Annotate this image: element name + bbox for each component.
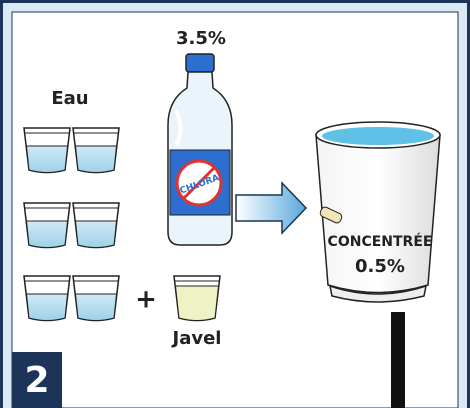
bottle: [167, 53, 233, 246]
bleach-cup: [173, 275, 221, 322]
bucket-percent: 0.5%: [355, 256, 405, 277]
step-badge: [12, 352, 62, 408]
plus-sign: +: [135, 285, 157, 315]
water-label: Eau: [51, 88, 88, 109]
bucket-label: CONCENTRÉE: [328, 233, 433, 250]
bucket: [315, 121, 441, 303]
step-number: 2: [24, 360, 49, 401]
pole: [391, 312, 405, 408]
bleach-label: Javel: [171, 328, 222, 349]
bottle-percent: 3.5%: [176, 28, 226, 49]
arrow: [235, 181, 308, 235]
